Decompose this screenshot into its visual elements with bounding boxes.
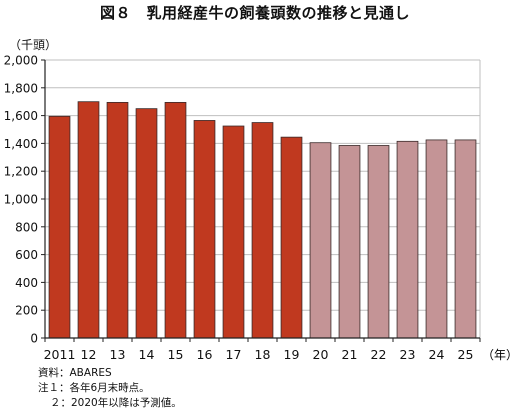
bar-forecast (425, 139, 448, 339)
x-tick-label: 18 (255, 347, 271, 362)
y-tick-label: 1,600 (4, 109, 38, 123)
chart-title: 図８ 乳用経産牛の飼養頭数の推移と見通し (99, 4, 410, 22)
y-tick-label: 1,200 (4, 165, 38, 179)
x-tick-label: 22 (371, 347, 387, 362)
x-tick-label: 21 (342, 347, 358, 362)
bar-actual (135, 108, 158, 339)
y-tick-label: 200 (15, 304, 38, 318)
bar-actual (77, 101, 100, 339)
y-tick-label: 800 (15, 220, 38, 234)
bar-actual (48, 115, 71, 339)
x-tick-label: 16 (197, 347, 213, 362)
bar-actual (106, 101, 129, 339)
bar-forecast (309, 142, 332, 339)
bar-forecast (338, 145, 361, 339)
y-tick-label: 600 (15, 248, 38, 262)
y-tick-label: 1,400 (4, 137, 38, 151)
x-axis-unit-label: （年） (482, 348, 510, 362)
x-tick-label: 20 (313, 347, 329, 362)
y-tick-label: 400 (15, 276, 38, 290)
bar-forecast (396, 140, 419, 339)
bar-forecast (367, 145, 390, 339)
x-tick-label: 17 (226, 347, 242, 362)
source-note: 資料：ABARES (38, 367, 112, 379)
x-tick-label: 23 (400, 347, 416, 362)
x-tick-label: 25 (458, 347, 474, 362)
y-tick-label: 0 (30, 332, 38, 346)
note-1: 注１：各年6月末時点。 (38, 382, 150, 394)
axes (41, 59, 481, 342)
bar-actual (222, 125, 245, 339)
bar-actual (251, 122, 274, 339)
y-tick-label: 1,800 (4, 81, 38, 95)
y-tick-label: 1,000 (4, 193, 38, 207)
y-axis-unit-label: （千頭） (9, 38, 58, 52)
x-tick-label: 13 (110, 347, 126, 362)
bar-forecast (454, 139, 477, 339)
note-2: ２：2020年以降は予測値。 (50, 397, 182, 409)
x-tick-label: 24 (429, 347, 445, 362)
bar-actual (164, 101, 187, 339)
x-tick-label: 15 (168, 347, 184, 362)
notes: 資料：ABARES 注１：各年6月末時点。 ２：2020年以降は予測値。 (38, 366, 182, 411)
x-tick-label: 14 (139, 347, 155, 362)
y-tick-label: 2,000 (4, 54, 38, 68)
x-tick-label: 12 (81, 347, 97, 362)
bars (48, 101, 477, 339)
x-tick-label: 19 (284, 347, 300, 362)
bar-actual (280, 136, 303, 339)
x-tick-label: 2011 (44, 347, 76, 362)
x-tick-labels: 2011 12 13 14 15 16 17 18 19 20 21 22 23 24 25 (44, 347, 474, 362)
y-tick-labels: 0 200 400 600 800 1,000 1,200 1,400 1,600 1,800 2,… (4, 54, 38, 346)
bar-actual (193, 120, 216, 339)
